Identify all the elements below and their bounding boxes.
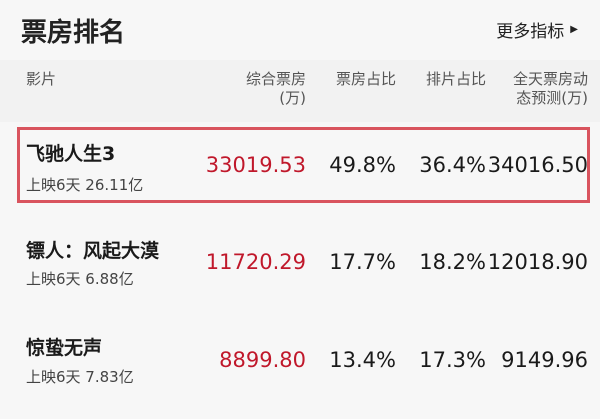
- forecast: 12018.90: [487, 250, 588, 274]
- box-share: 17.7%: [329, 250, 396, 274]
- film-subtitle: 上映6天 26.11亿: [26, 176, 144, 194]
- column-forecast: 全天票房动 态预测(万): [513, 70, 588, 108]
- column-forecast-line1: 全天票房动: [512, 70, 588, 88]
- page-title: 票房排名: [21, 18, 126, 48]
- film-subtitle: 上映6天 7.83亿: [26, 368, 134, 386]
- box-share: 49.8%: [329, 153, 396, 177]
- total-box-office: 8899.80: [219, 348, 306, 372]
- film-subtitle: 上映6天 6.88亿: [26, 270, 134, 288]
- screen-share: 18.2%: [419, 250, 486, 274]
- table-row[interactable]: 惊蛰无声 上映6天 7.83亿 8899.80 13.4% 17.3% 9149…: [0, 320, 600, 410]
- triangle-right-icon: ▶: [570, 24, 578, 35]
- screen-share: 36.4%: [419, 153, 486, 177]
- total-box-office: 33019.53: [205, 153, 306, 177]
- film-name: 飞驰人生3: [26, 143, 116, 165]
- forecast: 34016.50: [487, 153, 588, 177]
- column-total-line2: (万): [279, 89, 306, 107]
- column-screen-share: 排片占比: [425, 70, 486, 88]
- total-box-office: 11720.29: [205, 250, 306, 274]
- screen-share: 17.3%: [419, 348, 486, 372]
- more-metrics-label: 更多指标: [496, 22, 565, 42]
- forecast: 9149.96: [501, 348, 588, 372]
- column-total: 综合票房 (万): [246, 70, 306, 108]
- column-forecast-line2: 态预测(万): [516, 89, 588, 107]
- column-box-share: 票房占比: [335, 70, 396, 88]
- film-name: 镖人：风起大漠: [26, 240, 160, 262]
- table-row[interactable]: 飞驰人生3 上映6天 26.11亿 33019.53 49.8% 36.4% 3…: [0, 125, 600, 215]
- table-header: 影片 综合票房 (万) 票房占比 排片占比 全天票房动 态预测(万): [0, 60, 600, 122]
- column-total-line1: 综合票房: [245, 70, 306, 88]
- film-name: 惊蛰无声: [26, 337, 103, 359]
- column-film: 影片: [26, 70, 57, 88]
- more-metrics-button[interactable]: 更多指标 ▶: [496, 17, 578, 42]
- table-row[interactable]: 镖人：风起大漠 上映6天 6.88亿 11720.29 17.7% 18.2% …: [0, 222, 600, 312]
- box-share: 13.4%: [329, 348, 396, 372]
